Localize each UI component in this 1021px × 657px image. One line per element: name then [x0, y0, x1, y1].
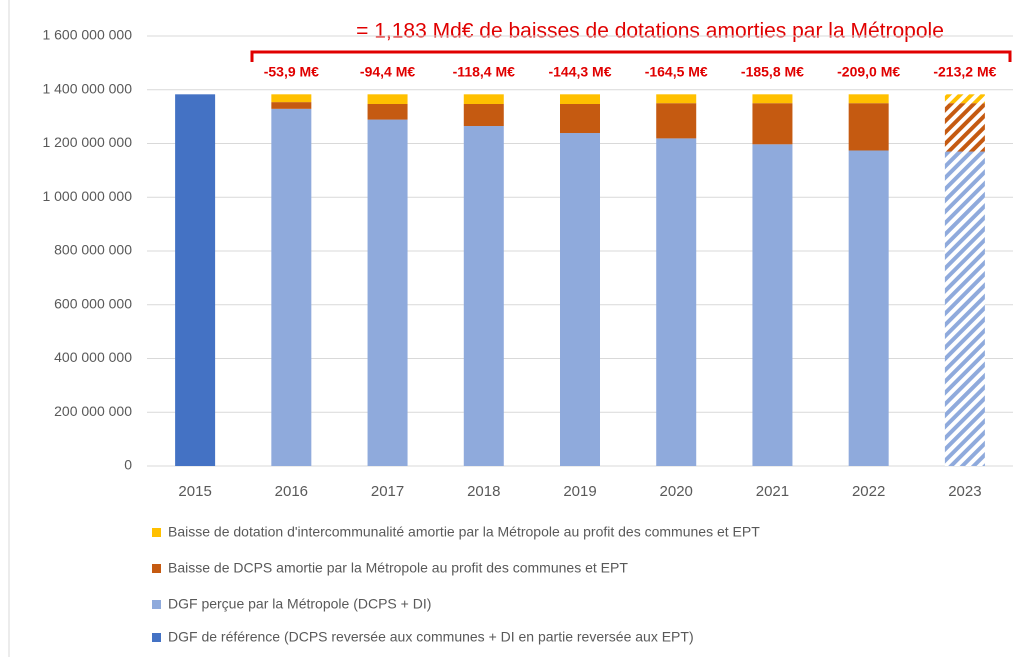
annotation: = 1,183 Md€ de baisses de dotations amor… [356, 20, 944, 43]
x-tick-label: 2020 [660, 483, 693, 500]
bar-segment [175, 94, 216, 466]
x-tick-label: 2023 [948, 483, 981, 500]
y-tick-label: 400 000 000 [54, 349, 132, 365]
y-tick-label: 200 000 000 [54, 403, 132, 419]
bar-segment [367, 94, 408, 104]
reduction-label: -53,9 M€ [264, 64, 319, 80]
legend-swatch [152, 600, 161, 609]
bar-segment [944, 94, 985, 104]
reduction-label: -164,5 M€ [645, 64, 708, 80]
reduction-label: -185,8 M€ [741, 64, 804, 80]
bar-segment [848, 103, 889, 151]
y-tick-label: 1 400 000 000 [42, 80, 132, 96]
reduction-label: -213,2 M€ [933, 64, 996, 80]
bar-segment [560, 103, 600, 134]
legend-label: DGF de référence (DCPS reversée aux comm… [168, 629, 694, 645]
bar-segment [463, 103, 504, 127]
bar-segment [848, 150, 889, 467]
bar-segment [752, 103, 793, 145]
legend-swatch [152, 633, 161, 642]
legend-swatch [152, 564, 161, 573]
reduction-label: -118,4 M€ [453, 64, 515, 80]
x-tick-label: 2017 [371, 483, 404, 500]
y-tick-label: 600 000 000 [54, 295, 132, 311]
legend-label: Baisse de DCPS amortie par la Métropole … [168, 560, 628, 576]
legend-swatch [152, 528, 161, 537]
bar-segment [271, 94, 312, 103]
bar-segment [848, 94, 889, 104]
bar-segment [463, 94, 504, 104]
y-tick-label: 1 000 000 000 [42, 188, 132, 204]
bar-segment [944, 103, 985, 152]
y-tick-label: 1 600 000 000 [42, 27, 132, 43]
bar-segment [463, 126, 504, 466]
x-tick-label: 2022 [852, 483, 885, 500]
legend-label: Baisse de dotation d'intercommunalité am… [168, 524, 760, 540]
bar-segment [367, 103, 408, 120]
bar-segment [656, 94, 697, 104]
x-tick-label: 2021 [756, 483, 789, 500]
bar-segment [271, 108, 312, 467]
bar-segment [367, 119, 408, 467]
reduction-label: -94,4 M€ [360, 64, 415, 80]
bar-segment [656, 138, 697, 467]
x-tick-label: 2018 [467, 483, 500, 500]
x-tick-label: 2016 [275, 483, 308, 500]
reduction-label: -144,3 M€ [548, 64, 611, 80]
bar-segment [944, 151, 985, 466]
y-tick-label: 800 000 000 [54, 242, 132, 258]
x-tick-label: 2019 [563, 483, 596, 500]
bar-segment [560, 94, 600, 104]
bar-segment [656, 103, 697, 139]
legend-label: DGF perçue par la Métropole (DCPS + DI) [168, 596, 431, 612]
reduction-label: -209,0 M€ [837, 64, 900, 80]
bar-segment [560, 133, 600, 467]
y-tick-label: 1 200 000 000 [42, 134, 132, 150]
bar-segment [271, 102, 312, 109]
y-tick-label: 0 [124, 457, 132, 473]
x-tick-label: 2015 [178, 483, 211, 500]
bar-segment [752, 144, 793, 466]
bracket [250, 50, 1012, 62]
bar-segment [752, 94, 793, 104]
